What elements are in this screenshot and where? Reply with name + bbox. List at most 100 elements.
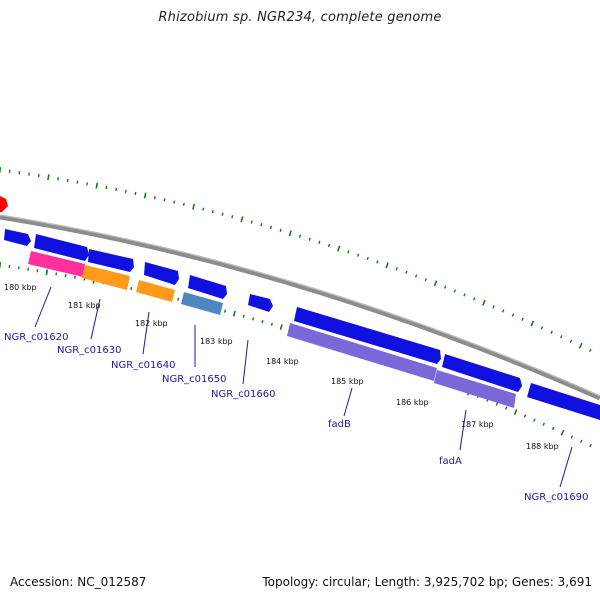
tick-mark: [513, 409, 518, 415]
scale-labels: 180 kbp 181 kbp 182 kbp 183 kbp 184 kbp …: [4, 283, 559, 451]
tick-mark: [240, 216, 244, 223]
gene-label[interactable]: NGR_c01640: [111, 360, 176, 371]
tick-mark: [298, 234, 302, 238]
tick-mark: [492, 305, 495, 309]
label-leaders: [34, 286, 573, 488]
tick-mark: [288, 230, 292, 237]
tick-mark: [252, 317, 255, 321]
tick-mark: [177, 297, 180, 301]
gene-arrow[interactable]: [294, 307, 441, 364]
tick-mark: [533, 418, 536, 422]
gene-arrow[interactable]: [188, 275, 227, 299]
tick-mark: [76, 180, 79, 184]
tick-mark: [540, 326, 544, 330]
tick-mark: [327, 243, 331, 248]
tick-mark: [463, 293, 466, 297]
map-title: Rhizobium sp. NGR234, complete genome: [158, 10, 442, 25]
tick-mark: [589, 348, 592, 353]
gene-label[interactable]: NGR_c01650: [162, 374, 227, 385]
tick-mark: [163, 198, 166, 202]
tick-mark: [105, 185, 108, 190]
gene-arrow[interactable]: [442, 354, 522, 392]
gene-label[interactable]: NGR_c01630: [57, 345, 122, 356]
tick-mark: [366, 256, 369, 261]
gene-arrow[interactable]: [88, 249, 134, 272]
tick-mark: [356, 253, 360, 257]
tick-mark: [523, 414, 527, 418]
tick-mark: [308, 237, 311, 241]
tick-mark: [124, 189, 127, 194]
tick-mark: [453, 289, 457, 293]
gene-steel[interactable]: [181, 292, 223, 315]
scale-label: 188 kbp: [526, 442, 559, 451]
tick-mark: [232, 310, 236, 317]
tick-mark: [414, 274, 418, 278]
gene-label[interactable]: fadB: [328, 419, 351, 430]
gene-arrow[interactable]: [144, 262, 179, 285]
gene-arrow[interactable]: [34, 234, 89, 261]
tick-mark: [74, 275, 76, 279]
tick-mark: [250, 220, 253, 224]
red-gene-marker[interactable]: [0, 196, 8, 212]
tick-mark: [424, 278, 427, 282]
inner-tick-ring: [0, 262, 592, 448]
tick-mark: [115, 187, 118, 192]
gene-label[interactable]: NGR_c01660: [211, 389, 276, 400]
scale-label: 183 kbp: [200, 337, 233, 346]
tick-mark: [202, 207, 205, 211]
tick-mark: [505, 406, 508, 410]
tick-mark: [242, 314, 245, 318]
tick-mark: [130, 286, 133, 291]
gene-label[interactable]: NGR_c01620: [4, 332, 69, 343]
tick-mark: [395, 267, 398, 271]
tick-mark: [578, 342, 583, 349]
tick-mark: [347, 250, 350, 254]
genome-backbone: [0, 214, 600, 401]
tick-mark: [192, 203, 196, 210]
tick-mark: [443, 285, 447, 289]
tick-mark: [279, 324, 283, 331]
tick-mark: [482, 299, 486, 306]
tick-mark: [223, 309, 227, 313]
tick-mark: [560, 429, 565, 436]
gene-arrow[interactable]: [248, 294, 273, 312]
tick-mark: [45, 269, 49, 276]
gene-orange[interactable]: [82, 265, 130, 290]
tick-mark: [589, 443, 592, 448]
tick-mark: [495, 402, 499, 406]
tick-mark: [86, 182, 89, 186]
tick-mark: [55, 272, 58, 276]
gene-arrow[interactable]: [4, 229, 31, 246]
tick-mark: [182, 202, 185, 206]
tick-mark: [261, 319, 264, 324]
scale-label: 181 kbp: [68, 301, 101, 310]
tick-mark: [260, 223, 263, 227]
gene-pink[interactable]: [28, 251, 85, 277]
tick-mark: [64, 273, 67, 278]
tick-mark: [433, 280, 438, 287]
tick-mark: [221, 212, 224, 216]
tick-mark: [511, 313, 515, 317]
gene-label[interactable]: fadA: [439, 456, 462, 467]
gene-arrow[interactable]: [527, 383, 600, 420]
tick-mark: [530, 320, 535, 327]
tick-mark: [143, 192, 147, 199]
gene-purple-fadB[interactable]: [287, 323, 437, 381]
tick-mark: [231, 215, 234, 219]
tick-mark: [47, 174, 50, 181]
tick-mark: [270, 322, 273, 326]
gene-labels: NGR_c01620 NGR_c01630 NGR_c01640 NGR_c01…: [4, 332, 589, 503]
tick-mark: [521, 317, 524, 321]
tick-mark: [560, 335, 563, 339]
tick-mark: [542, 422, 545, 426]
accession-text: Accession: NC_012587: [10, 575, 147, 589]
gene-label[interactable]: NGR_c01690: [524, 492, 589, 503]
gene-purple-fadA[interactable]: [434, 370, 516, 408]
tick-mark: [269, 225, 273, 230]
gene-orange[interactable]: [136, 280, 175, 302]
tick-mark: [385, 262, 389, 269]
tick-mark: [550, 330, 553, 334]
tick-mark: [579, 439, 583, 443]
outer-tick-ring: [0, 167, 592, 353]
